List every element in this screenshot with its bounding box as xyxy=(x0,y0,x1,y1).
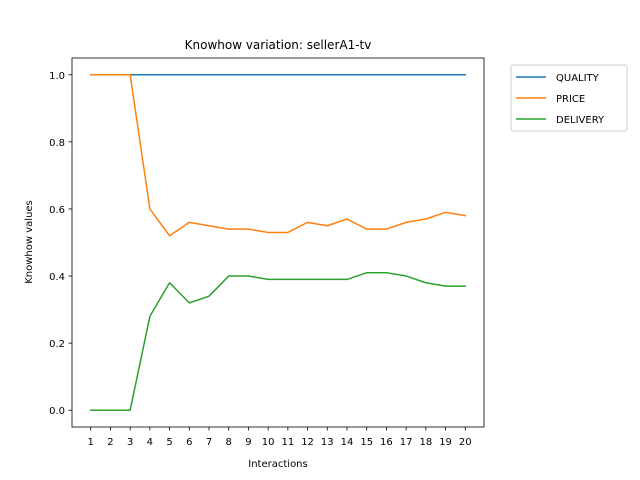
x-tick-label: 20 xyxy=(459,437,472,448)
y-tick-label: 0.8 xyxy=(49,138,65,149)
series-line-price xyxy=(89,74,467,237)
x-axis-label: Interactions xyxy=(248,459,307,470)
x-tick-label: 3 xyxy=(127,437,133,448)
y-axis-label: Knowhow values xyxy=(24,200,35,284)
x-tick-label: 7 xyxy=(206,437,212,448)
x-tick-label: 16 xyxy=(380,437,393,448)
x-tick-label: 15 xyxy=(360,437,373,448)
chart-title: Knowhow variation: sellerA1-tv xyxy=(185,38,372,52)
x-tick-label: 10 xyxy=(262,437,275,448)
x-tick-label: 14 xyxy=(341,437,354,448)
x-tick-label: 11 xyxy=(281,437,294,448)
series-layer xyxy=(89,74,467,411)
x-tick-label: 1 xyxy=(88,437,94,448)
x-tick-label: 9 xyxy=(245,437,251,448)
x-tick-label: 19 xyxy=(439,437,452,448)
x-tick-label: 13 xyxy=(321,437,334,448)
x-tick-label: 5 xyxy=(166,437,172,448)
x-tick-label: 8 xyxy=(226,437,232,448)
plot-frame xyxy=(71,57,485,428)
x-tick-label: 2 xyxy=(107,437,113,448)
y-tick-label: 1.0 xyxy=(49,71,65,82)
y-tick-label: 0.2 xyxy=(49,339,65,350)
x-tick-label: 18 xyxy=(419,437,432,448)
legend-label-quality: QUALITY xyxy=(556,73,600,84)
y-tick-label: 0.0 xyxy=(49,406,65,417)
series-line-delivery xyxy=(89,271,467,411)
legend-label-price: PRICE xyxy=(556,94,585,105)
legend-frame xyxy=(510,64,628,132)
x-tick-label: 6 xyxy=(186,437,192,448)
y-axis: 0.0 0.2 0.4 0.6 0.8 1.0 xyxy=(49,71,72,417)
y-tick-label: 0.6 xyxy=(49,205,65,216)
plot-area: 1 2 3 4 5 6 7 8 9 10 11 12 13 14 15 16 17 18 19 20 0.00.20.… xyxy=(49,57,485,448)
x-axis: 1 2 3 4 5 6 7 8 9 10 11 12 13 14 15 16 17 18 19 20 xyxy=(88,427,472,448)
x-tick-label: 17 xyxy=(400,437,413,448)
legend: QUALITY PRICE DELIVERY xyxy=(510,64,628,132)
x-tick-label: 12 xyxy=(301,437,314,448)
legend-label-delivery: DELIVERY xyxy=(556,115,605,126)
y-tick-label: 0.4 xyxy=(49,272,65,283)
x-tick-label: 4 xyxy=(147,437,153,448)
